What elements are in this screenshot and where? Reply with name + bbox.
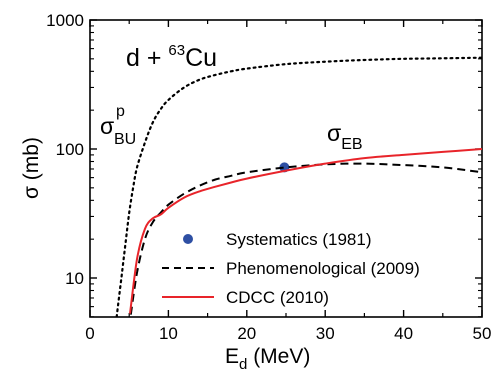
series-layer xyxy=(115,56,482,317)
annotation-sigma-bu-p-symbol: σ xyxy=(100,113,114,139)
x-axis-title-base: E xyxy=(225,345,239,368)
x-tick-label: 0 xyxy=(85,324,94,343)
chart-title: d + 63Cu xyxy=(126,42,217,72)
x-tick-label: 50 xyxy=(473,324,492,343)
x-tick-label: 20 xyxy=(237,324,256,343)
x-axis-title-sub: d xyxy=(239,356,247,373)
axis-tick-labels: 0 10 20 30 40 50 10 100 1000 xyxy=(46,11,491,343)
y-tick-label: 1000 xyxy=(46,11,84,30)
annotation-sigma-eb-sub: EB xyxy=(341,136,362,153)
legend-label-systematics: Systematics (1981) xyxy=(226,230,372,249)
series-line-phenomenological xyxy=(129,162,482,315)
x-axis-title-suffix: (MeV) xyxy=(247,345,310,368)
legend-label-cdcc: CDCC (2010) xyxy=(226,288,329,307)
annotation-sigma-bu-p-sub: BU xyxy=(114,131,136,148)
annotation-sigma-eb: σEB xyxy=(327,120,363,153)
legend-label-phenomenological: Phenomenological (2009) xyxy=(226,259,420,278)
chart-title-prefix: d + xyxy=(126,44,168,72)
x-axis-title: Ed (MeV) xyxy=(225,345,310,373)
x-tick-label: 10 xyxy=(159,324,178,343)
y-tick-label: 10 xyxy=(65,269,84,288)
legend: Systematics (1981) Phenomenological (200… xyxy=(162,230,420,307)
axis-ticks xyxy=(89,19,483,318)
y-axis-title: σ (mb) xyxy=(20,137,43,199)
legend-marker-systematics xyxy=(183,234,193,244)
annotation-sigma-bu-p: σ xyxy=(100,113,114,139)
y-tick-label: 100 xyxy=(56,140,84,159)
x-tick-label: 40 xyxy=(394,324,413,343)
series-line-cdcc xyxy=(129,148,482,314)
chart-title-suffix: Cu xyxy=(185,44,217,72)
annotation-sigma-bu-p-sup: p xyxy=(116,103,125,120)
annotation-sigma-eb-symbol: σ xyxy=(327,120,341,146)
x-tick-label: 30 xyxy=(316,324,335,343)
chart-title-sup: 63 xyxy=(168,42,185,59)
series-line-sigma-bu-p xyxy=(115,56,482,317)
